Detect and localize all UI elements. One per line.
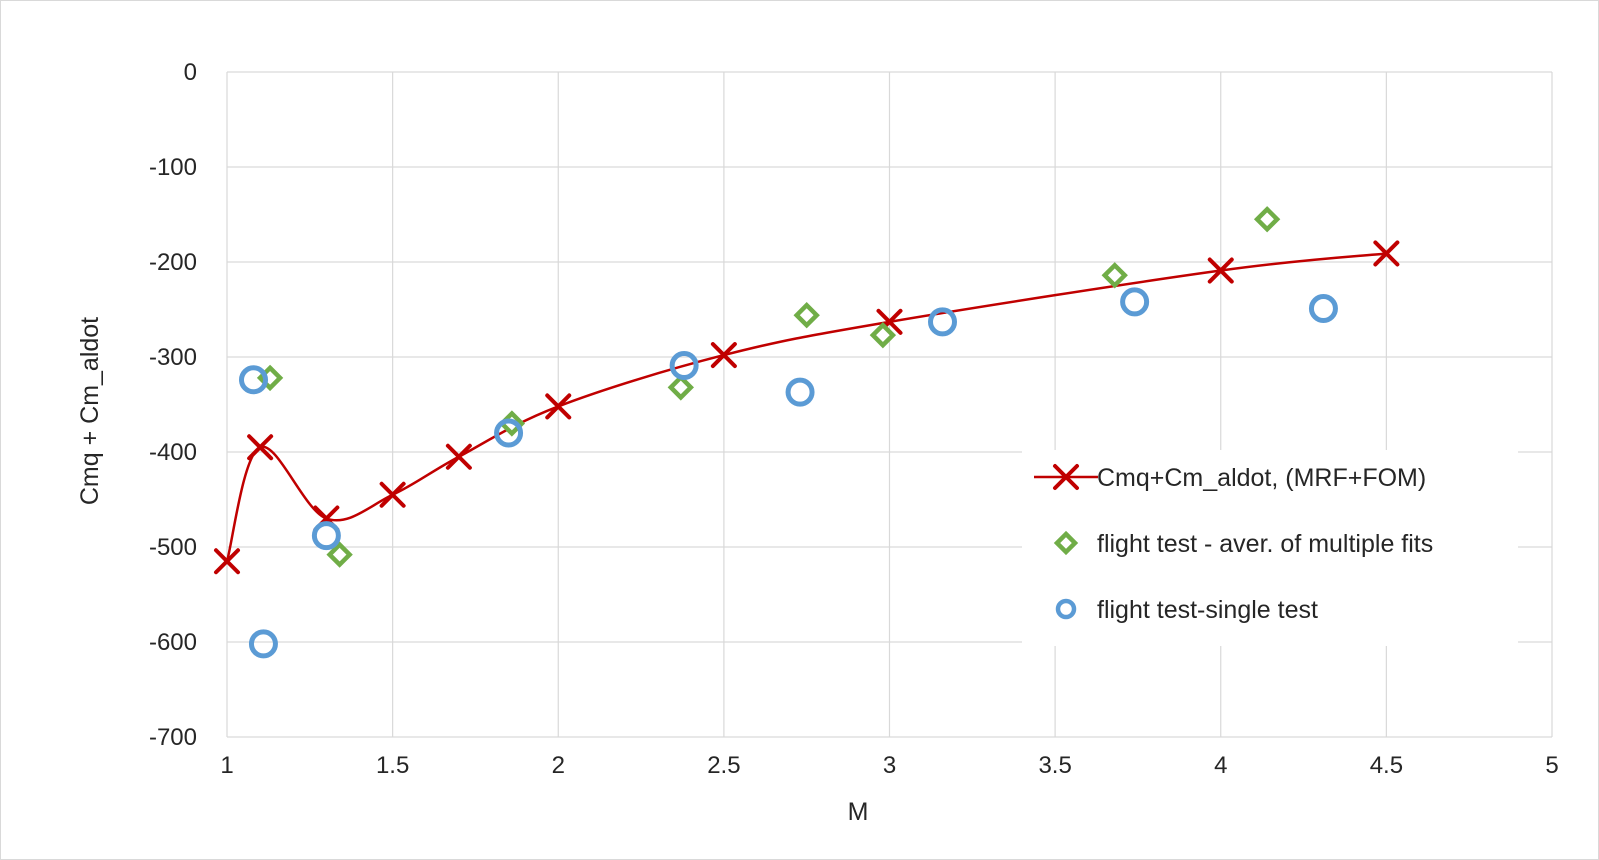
data-point-diamond [667,374,694,401]
y-tick-label: -200 [149,249,197,276]
data-point-circle [928,307,957,337]
y-tick-label: -500 [149,534,197,561]
data-point-x [1207,257,1234,284]
y-axis-title: Cmq + Cm_aldot [76,317,104,505]
y-tick-label: -600 [149,629,197,656]
x-tick-label: 2.5 [707,752,740,779]
x-tick-label: 4.5 [1370,752,1403,779]
data-point-x [445,443,472,470]
y-tick-label: -100 [149,154,197,181]
series-line [225,252,1387,562]
data-point-x [1373,240,1400,267]
data-point-x [710,342,737,369]
x-tick-label: 5 [1545,752,1558,779]
data-point-circle [494,418,524,448]
data-point-x [379,481,406,508]
data-point-x [214,548,240,575]
data-point-x [545,393,572,420]
data-point-diamond [793,302,820,329]
legend-entry-2: flight test-single test [1055,596,1318,624]
data-point-circle [1308,294,1338,324]
legend-marker-x [1053,464,1079,490]
y-tick-label: -300 [149,344,197,371]
data-point-diamond [326,541,353,568]
data-point-circle [239,365,268,395]
legend-entry-1: flight test - aver. of multiple fits [1053,530,1433,558]
data-point-circle [785,377,815,407]
axes: 0 -100 -200 -300 -400 -500 -600 -700 1 1.5 2 2.5 3 3.… [149,59,1559,779]
x-tick-label: 2 [552,752,565,779]
legend: Cmq+Cm_aldot, (MRF+FOM) flight test - ave… [1022,450,1518,646]
y-tick-label: -700 [149,724,197,751]
x-tick-label: 3 [883,752,896,779]
data-point-diamond [869,321,897,349]
x-tick-label: 1 [220,752,233,779]
legend-label: flight test - aver. of multiple fits [1097,530,1433,558]
series-2 [239,287,1338,659]
y-tick-label: 0 [184,59,197,86]
legend-marker-circle [1055,598,1077,620]
data-point-circle [669,351,699,381]
legend-label: Cmq+Cm_aldot, (MRF+FOM) [1097,464,1426,492]
x-axis-title: M [848,798,869,826]
data-point-circle [1120,287,1150,317]
legend-marker-diamond [1053,530,1079,556]
legend-label: flight test-single test [1097,596,1318,624]
x-tick-label: 4 [1214,752,1227,779]
series-0 [214,240,1400,575]
x-tick-label: 1.5 [376,752,409,779]
series-layer [214,206,1400,659]
data-point-diamond [1253,206,1281,233]
data-point-diamond [1101,262,1128,289]
legend-entry-0: Cmq+Cm_aldot, (MRF+FOM) [1034,464,1426,492]
data-point-circle [311,521,341,551]
data-point-x [247,434,274,461]
data-point-circle [248,629,278,659]
y-tick-label: -400 [149,439,197,466]
legend-box [1022,450,1518,646]
x-tick-label: 3.5 [1038,752,1071,779]
